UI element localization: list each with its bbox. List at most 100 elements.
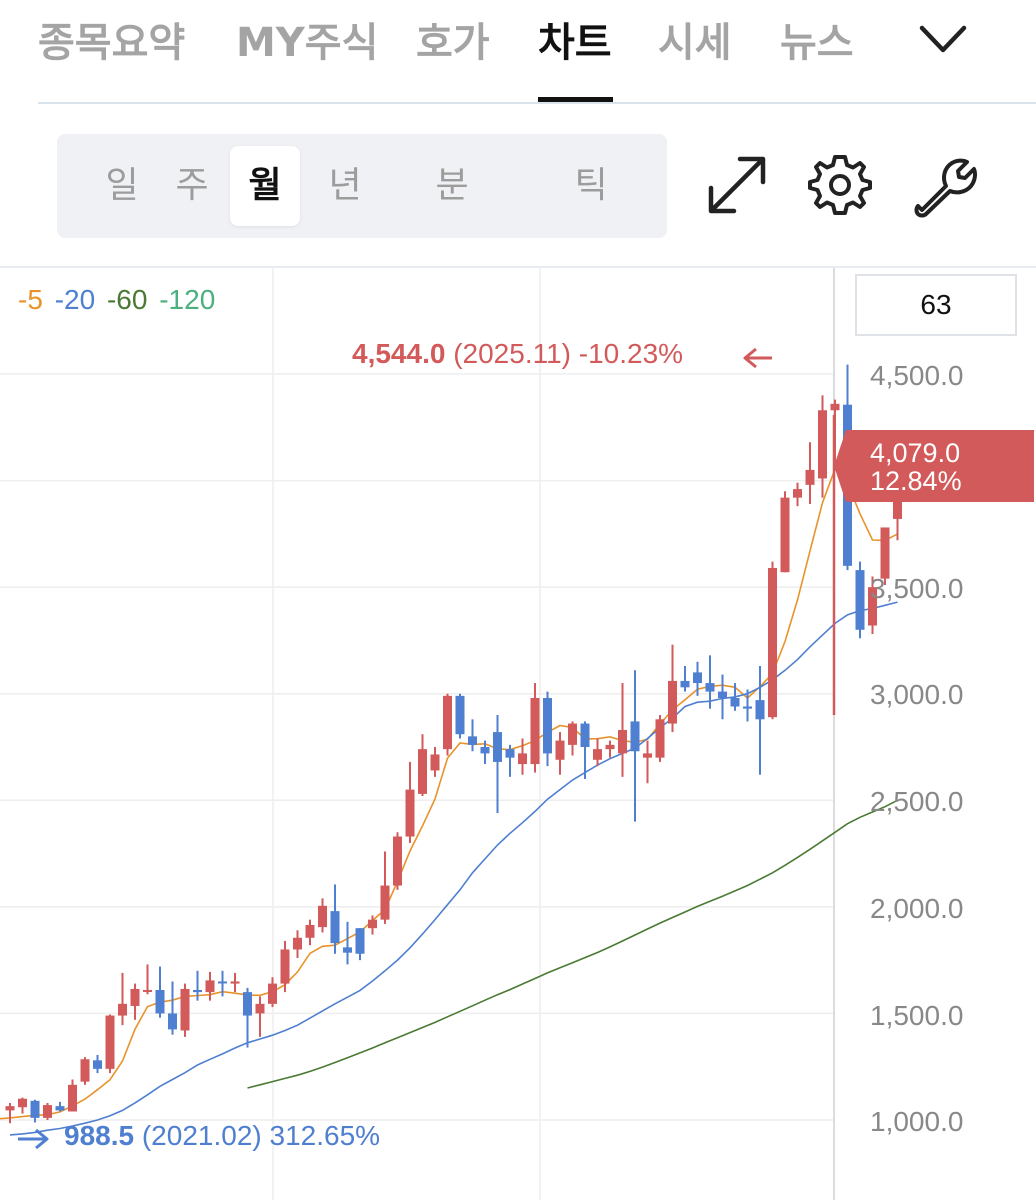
- y-tick-label: 1,500.0: [870, 1000, 964, 1031]
- legend-ma-60-label: 60: [116, 284, 148, 315]
- candle-body: [880, 527, 890, 579]
- tab-chart[interactable]: 차트: [538, 20, 612, 66]
- candle-body: [805, 469, 815, 485]
- candle-body: [155, 989, 165, 1014]
- tab-bar: 종목요약 MY주식 호가 차트 시세 뉴스: [0, 0, 1036, 104]
- legend-ma-120[interactable]: -120: [159, 284, 216, 315]
- active-tab-indicator: [538, 97, 613, 104]
- y-tick-label: 2,000.0: [870, 893, 964, 924]
- candle-body: [343, 947, 352, 953]
- candle-body: [568, 723, 577, 745]
- candle-body: [455, 695, 465, 735]
- tab-summary[interactable]: 종목요약: [38, 20, 186, 66]
- y-tick-label: 2,500.0: [870, 786, 964, 817]
- candle-body: [55, 1106, 65, 1111]
- candle-body: [243, 992, 252, 1016]
- wrench-icon: [914, 158, 977, 218]
- tab-news[interactable]: 뉴스: [780, 20, 854, 66]
- candle-body: [630, 721, 640, 752]
- candle-body: [505, 749, 515, 758]
- candle-body: [143, 989, 152, 992]
- expand-icon: [708, 156, 766, 214]
- high-date: (2025.11): [453, 338, 571, 369]
- candle-body: [855, 570, 865, 630]
- high-marker: 4,544.0 (2025.11) -10.23%: [352, 338, 683, 370]
- candle-body: [543, 697, 552, 754]
- candle-body: [493, 732, 502, 762]
- candlestick-chart[interactable]: [0, 268, 1036, 1200]
- candle-body: [330, 911, 340, 944]
- y-tick-label: 4,500.0: [870, 360, 964, 391]
- period-minute[interactable]: 분: [435, 165, 469, 206]
- tabs-divider: [38, 102, 1036, 104]
- period-tick[interactable]: 틱: [574, 165, 608, 206]
- period-day[interactable]: 일: [105, 165, 139, 206]
- candle-body: [268, 983, 277, 1004]
- candle-body: [655, 719, 665, 758]
- candle-body: [118, 1003, 127, 1016]
- legend-ma-120-label: 120: [168, 284, 216, 315]
- candle-body: [305, 924, 315, 938]
- candle-body: [193, 989, 202, 993]
- ma-line-5: [0, 467, 898, 1120]
- current-price: 4,079.0: [870, 438, 961, 468]
- legend-ma-5-label: 5: [27, 284, 43, 315]
- legend-ma-60[interactable]: -60: [106, 284, 148, 315]
- arrow-left-icon: [743, 347, 757, 369]
- candle-body: [668, 680, 677, 724]
- candle-body: [218, 981, 227, 984]
- tab-price[interactable]: 시세: [658, 20, 732, 66]
- candle-body: [693, 672, 702, 684]
- current-price-tag: 4,079.0 12.84%: [834, 430, 1034, 502]
- period-week[interactable]: 주: [175, 165, 209, 206]
- ma-line-20: [9, 601, 898, 1136]
- current-change: 12.84%: [870, 466, 962, 496]
- low-price: 988.5: [64, 1120, 135, 1151]
- chart-top-divider: [0, 266, 1036, 268]
- candle-body: [5, 1106, 15, 1111]
- candle-body: [605, 744, 615, 750]
- candle-body: [68, 1084, 77, 1112]
- period-month[interactable]: 월: [230, 146, 300, 226]
- legend-ma-5[interactable]: -5: [18, 284, 43, 315]
- tab-orderbook[interactable]: 호가: [416, 20, 490, 66]
- candle-body: [830, 403, 840, 411]
- candle-body: [730, 697, 740, 707]
- candle-body: [530, 697, 540, 765]
- candle-body: [280, 949, 290, 984]
- candle-body: [780, 497, 790, 573]
- candle-body: [180, 988, 190, 1031]
- ma-line-60: [247, 799, 898, 1089]
- candle-body: [30, 1100, 40, 1118]
- candle-body: [593, 749, 602, 760]
- candle-body: [355, 928, 365, 954]
- arrow-right-icon: [35, 1128, 49, 1150]
- candle-body: [168, 1013, 177, 1030]
- y-tick-label: 3,500.0: [870, 573, 964, 604]
- candle-body: [443, 695, 452, 750]
- candle-count-box[interactable]: 63: [855, 274, 1017, 336]
- candle-body: [718, 691, 727, 698]
- chart-tools-button[interactable]: [908, 150, 978, 220]
- candle-body: [93, 1060, 102, 1069]
- legend-ma-20[interactable]: -20: [54, 284, 96, 315]
- candle-body: [618, 729, 627, 754]
- candle-body: [418, 749, 427, 794]
- fullscreen-button[interactable]: [702, 150, 772, 220]
- y-tick-label: 1,000.0: [870, 1106, 964, 1137]
- chart-settings-button[interactable]: [805, 150, 875, 220]
- candle-body: [555, 740, 565, 760]
- candle-body: [293, 937, 302, 950]
- tab-my-stock[interactable]: MY주식: [236, 20, 379, 66]
- candle-body: [368, 919, 377, 929]
- candle-body: [480, 747, 490, 754]
- period-year[interactable]: 년: [328, 165, 362, 206]
- candle-body: [405, 789, 415, 837]
- candle-body: [318, 905, 327, 928]
- more-tabs-button[interactable]: [912, 14, 974, 62]
- candle-body: [230, 981, 240, 984]
- candle-body: [705, 683, 715, 692]
- y-tick-label: 3,000.0: [870, 679, 964, 710]
- gear-icon: [808, 155, 872, 215]
- candle-body: [743, 706, 752, 709]
